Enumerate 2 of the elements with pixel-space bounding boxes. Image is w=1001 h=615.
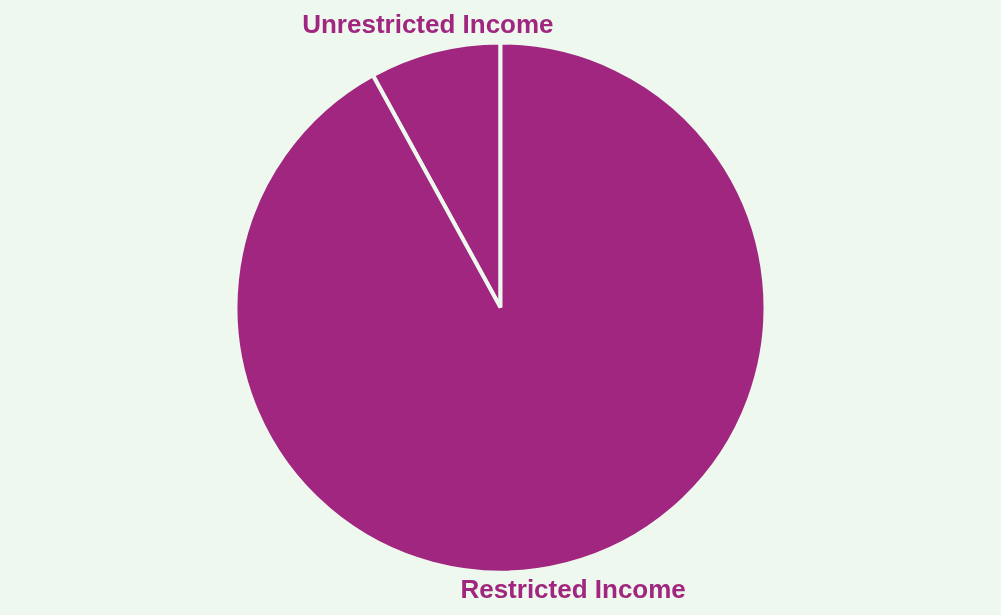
slice-label: Unrestricted Income: [302, 8, 554, 39]
slice-label: Restricted Income: [460, 574, 686, 605]
